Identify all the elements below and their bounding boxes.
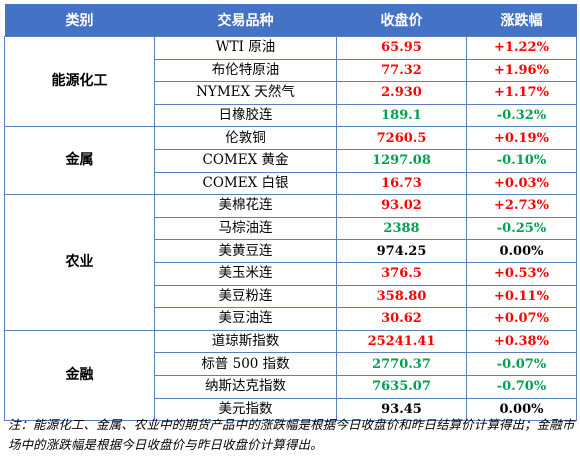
product-name-cell: 美豆粉连 — [154, 284, 337, 309]
change-percent-cell: +0.11% — [466, 284, 577, 309]
table-header-row: 类别 交易品种 收盘价 涨跌幅 — [4, 4, 577, 37]
table-row: NYMEX 天然气 2.930 +1.17% — [5, 81, 577, 105]
change-percent-cell: +0.03% — [466, 171, 577, 196]
table-body: 能源化工 WTI 原油 65.95 +1.22% 布伦特原油 77.32 +1.96% NYM… — [4, 35, 577, 422]
close-price-cell: 93.45 — [336, 397, 467, 422]
product-name-cell: 纳斯达克指数 — [154, 374, 337, 399]
table-row: 美黄豆连 974.25 0.00% — [5, 239, 577, 263]
table-row: 农业 美棉花连 93.02 +2.73% — [4, 194, 577, 331]
product-name-cell: COMEX 白银 — [154, 171, 337, 196]
product-name-cell: 马棕油连 — [154, 216, 337, 241]
table-row: 美元指数 93.45 0.00% — [5, 397, 577, 422]
header-change: 涨跌幅 — [466, 4, 577, 37]
close-price-cell: 7635.07 — [336, 374, 467, 399]
change-percent-cell: +0.53% — [466, 261, 577, 286]
table-row: 金融 道琼斯指数 25241.41 +0.38% — [4, 329, 577, 422]
change-percent-cell: -0.70% — [466, 374, 577, 399]
footnote: 注：能源化工、金属、农业中的期货产品中的涨跌幅是根据今日收盘价和昨日结算价计算得… — [8, 417, 575, 452]
product-name-cell: NYMEX 天然气 — [154, 81, 337, 105]
product-name-cell: 美豆油连 — [154, 307, 337, 331]
market-data-table: 类别 交易品种 收盘价 涨跌幅 能源化工 WTI 原油 65.95 +1.22% 布伦特… — [4, 4, 577, 422]
table-row: COMEX 白银 16.73 +0.03% — [5, 171, 577, 196]
close-price-cell: 16.73 — [336, 171, 467, 196]
close-price-cell: 30.62 — [336, 307, 467, 331]
table-row: COMEX 黄金 1297.08 -0.10% — [5, 148, 577, 173]
product-name-cell: WTI 原油 — [154, 36, 337, 60]
category-cell: 农业 — [4, 194, 155, 331]
close-price-cell: 376.5 — [336, 261, 467, 286]
change-percent-cell: +1.22% — [466, 36, 577, 60]
change-percent-cell: -0.32% — [466, 103, 577, 128]
product-name-cell: 美玉米连 — [154, 261, 337, 286]
category-cell: 能源化工 — [4, 35, 155, 128]
change-percent-cell: +0.07% — [466, 307, 577, 331]
product-name-cell: 美元指数 — [154, 397, 337, 422]
close-price-cell: 65.95 — [336, 36, 467, 60]
change-percent-cell: -0.25% — [466, 216, 577, 241]
product-name-cell: 伦敦铜 — [154, 126, 337, 150]
close-price-cell: 189.1 — [336, 103, 467, 128]
close-price-cell: 2388 — [336, 216, 467, 241]
close-price-cell: 974.25 — [336, 239, 467, 263]
close-price-cell: 358.80 — [336, 284, 467, 309]
close-price-cell: 2.930 — [336, 81, 467, 105]
table-row: 马棕油连 2388 -0.25% — [5, 216, 577, 241]
change-percent-cell: +0.19% — [466, 126, 577, 150]
product-name-cell: 美黄豆连 — [154, 239, 337, 263]
close-price-cell: 7260.5 — [336, 126, 467, 150]
change-percent-cell: +1.17% — [466, 81, 577, 105]
change-percent-cell: +0.38% — [466, 329, 577, 354]
product-name-cell: 美棉花连 — [154, 194, 337, 218]
close-price-cell: 2770.37 — [336, 352, 467, 376]
product-name-cell: COMEX 黄金 — [154, 148, 337, 173]
change-percent-cell: +1.96% — [466, 58, 577, 83]
table-row: 美玉米连 376.5 +0.53% — [5, 261, 577, 286]
table-row: 美豆粉连 358.80 +0.11% — [5, 284, 577, 309]
change-percent-cell: -0.10% — [466, 148, 577, 173]
close-price-cell: 93.02 — [336, 194, 467, 218]
category-cell: 金融 — [4, 329, 155, 422]
product-name-cell: 道琼斯指数 — [154, 329, 337, 354]
product-name-cell: 布伦特原油 — [154, 58, 337, 83]
table-row: 能源化工 WTI 原油 65.95 +1.22% — [4, 35, 577, 128]
close-price-cell: 25241.41 — [336, 329, 467, 354]
close-price-cell: 77.32 — [336, 58, 467, 83]
table-row: 纳斯达克指数 7635.07 -0.70% — [5, 374, 577, 399]
header-product: 交易品种 — [154, 4, 337, 37]
change-percent-cell: -0.07% — [466, 352, 577, 376]
header-close: 收盘价 — [336, 4, 467, 37]
category-cell: 金属 — [4, 126, 155, 196]
table-row: 金属 伦敦铜 7260.5 +0.19% — [4, 126, 577, 196]
change-percent-cell: 0.00% — [466, 239, 577, 263]
change-percent-cell: 0.00% — [466, 397, 577, 422]
product-name-cell: 日橡胶连 — [154, 103, 337, 128]
close-price-cell: 1297.08 — [336, 148, 467, 173]
change-percent-cell: +2.73% — [466, 194, 577, 218]
product-name-cell: 标普 500 指数 — [154, 352, 337, 376]
header-category: 类别 — [4, 4, 155, 37]
